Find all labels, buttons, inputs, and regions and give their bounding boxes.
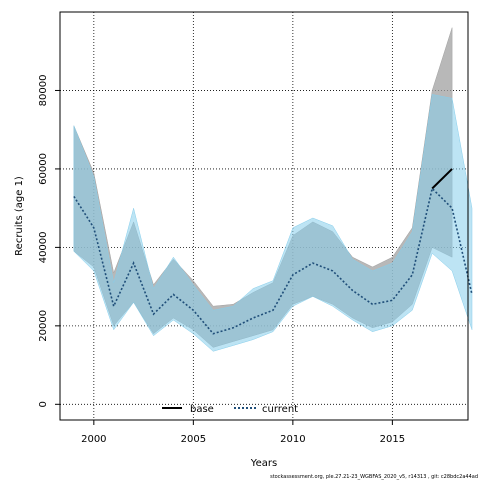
line-base	[431, 168, 453, 190]
line-current	[73, 186, 473, 335]
x-axis-ticks: 2000 2005 2010 2015	[81, 420, 405, 445]
legend-label-current: current	[262, 404, 298, 415]
gridlines	[60, 12, 468, 420]
x-tick-label: 2015	[380, 434, 405, 445]
plot-area	[59, 11, 473, 421]
series-lines	[73, 168, 473, 335]
legend-label-base: base	[190, 404, 214, 415]
y-tick-label: 0	[38, 401, 49, 407]
x-tick-label: 2005	[181, 434, 206, 445]
confidence-bands	[73, 27, 473, 352]
x-tick-label: 2000	[81, 434, 106, 445]
band-current	[73, 94, 473, 352]
plot-frame	[59, 11, 469, 421]
y-tick-label: 80000	[38, 75, 49, 107]
y-tick-label: 40000	[38, 231, 49, 263]
x-tick-label: 2010	[280, 434, 305, 445]
y-tick-label: 60000	[38, 153, 49, 185]
legend: base current	[162, 404, 298, 415]
source-caption: stockassessment.org, ple.27.21-23_WGBFAS…	[270, 474, 478, 480]
y-tick-label: 20000	[38, 310, 49, 342]
y-axis-label: Recruits (age 1)	[14, 176, 25, 256]
y-axis-ticks: 0 20000 40000 60000 80000	[38, 75, 60, 407]
x-axis-label: Years	[250, 458, 277, 469]
